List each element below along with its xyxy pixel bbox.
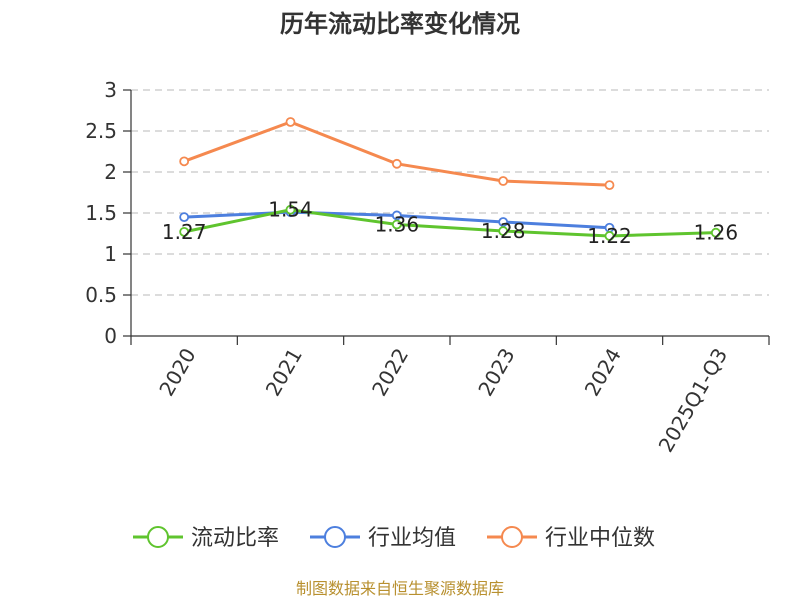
y-tick-label: 0 — [104, 324, 117, 348]
y-tick-label: 1.5 — [85, 201, 117, 225]
chart-title: 历年流动比率变化情况 — [280, 10, 520, 38]
legend-item-行业均值[interactable]: 行业均值 — [310, 526, 456, 551]
series-point-流动比率[interactable] — [498, 226, 509, 236]
legend[interactable]: 流动比率 行业均值 行业中位数 — [133, 526, 655, 551]
x-tick-label: 2020 — [154, 344, 200, 400]
axes: 0 0.5 1 1.5 2 2.5 3 2020 2021 2022 2023 2024 2025Q1-… — [85, 78, 770, 456]
data-label: 1.36 — [375, 212, 420, 236]
legend-item-流动比率[interactable]: 流动比率 — [133, 526, 279, 551]
series-point-流动比率[interactable] — [285, 204, 296, 215]
legend-label: 行业中位数 — [545, 526, 655, 551]
legend-label: 流动比率 — [191, 526, 279, 551]
gridlines — [131, 89, 769, 296]
y-tick-label: 0.5 — [85, 283, 117, 307]
data-label: 1.54 — [268, 198, 313, 222]
series-group — [179, 117, 721, 241]
x-tick-label: 2024 — [580, 344, 626, 400]
series-point-行业均值[interactable] — [498, 217, 509, 227]
series-point-行业均值[interactable] — [179, 212, 190, 223]
series-point-流动比率[interactable] — [179, 226, 190, 237]
x-tick-label: 2025Q1-Q3 — [654, 344, 733, 456]
data-label: 1.26 — [694, 221, 739, 245]
source-note: 制图数据来自恒生聚源数据库 — [296, 579, 504, 598]
legend-marker — [147, 526, 169, 548]
data-label: 1.22 — [587, 224, 632, 248]
series-point-流动比率[interactable] — [391, 219, 402, 230]
data-label: 1.27 — [162, 220, 207, 244]
series-point-行业中位数[interactable] — [498, 176, 509, 186]
y-tick-label: 1 — [104, 242, 117, 266]
x-tick-label: 2023 — [473, 344, 519, 400]
data-label: 1.28 — [481, 219, 526, 243]
data-labels: 1.27 1.54 1.36 1.28 1.22 1.26 — [162, 198, 738, 248]
series-point-行业中位数[interactable] — [604, 180, 615, 191]
legend-item-行业中位数[interactable]: 行业中位数 — [487, 526, 655, 551]
y-tick-label: 3 — [104, 78, 117, 102]
legend-label: 行业均值 — [368, 526, 456, 551]
x-tick-label: 2021 — [261, 344, 307, 400]
y-tick-label: 2 — [104, 160, 117, 184]
series-point-行业中位数[interactable] — [391, 158, 402, 169]
series-line-流动比率 — [183, 208, 716, 238]
x-tick-label: 2022 — [367, 344, 413, 400]
series-point-流动比率[interactable] — [710, 227, 721, 238]
legend-marker — [324, 526, 346, 548]
series-point-流动比率[interactable] — [604, 231, 615, 241]
legend-marker — [501, 526, 523, 548]
series-point-行业中位数[interactable] — [179, 156, 190, 167]
series-point-行业均值[interactable] — [391, 210, 402, 221]
y-tick-label: 2.5 — [85, 119, 117, 143]
series-point-行业中位数[interactable] — [285, 117, 296, 127]
